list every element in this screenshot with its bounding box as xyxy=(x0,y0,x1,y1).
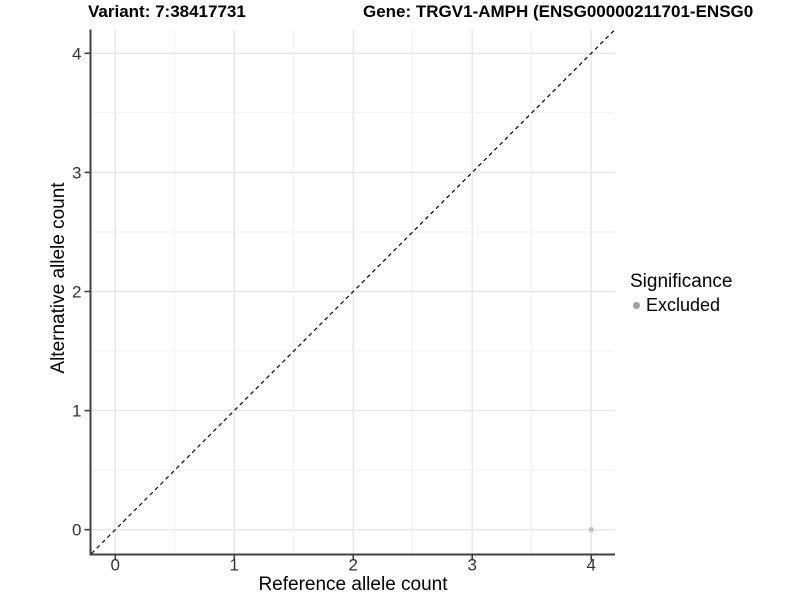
y-tick-label: 0 xyxy=(72,521,81,540)
x-tick-label: 0 xyxy=(111,556,120,575)
gene-title: Gene: TRGV1-AMPH (ENSG00000211701-ENSG0 xyxy=(363,2,754,21)
legend-item-label: Excluded xyxy=(646,295,721,315)
legend-item: Excluded xyxy=(630,295,732,316)
variant-title: Variant: 7:38417731 xyxy=(88,2,246,21)
y-tick-label: 1 xyxy=(72,402,81,421)
x-tick-label: 2 xyxy=(349,556,358,575)
x-axis-title: Reference allele count xyxy=(258,574,448,595)
y-tick-label: 4 xyxy=(72,44,81,63)
data-point xyxy=(588,527,594,533)
y-tick-label: 2 xyxy=(72,283,81,302)
x-tick-label: 4 xyxy=(586,556,595,575)
y-tick-label: 3 xyxy=(72,163,81,182)
legend-key-dot-icon xyxy=(633,302,640,309)
legend: Significance Excluded xyxy=(630,271,732,316)
identity-dashed-line xyxy=(91,29,616,554)
x-tick-label: 3 xyxy=(467,556,476,575)
legend-title: Significance xyxy=(630,271,733,292)
x-tick-label: 1 xyxy=(230,556,239,575)
y-axis-title: Alternative allele count xyxy=(48,182,69,374)
